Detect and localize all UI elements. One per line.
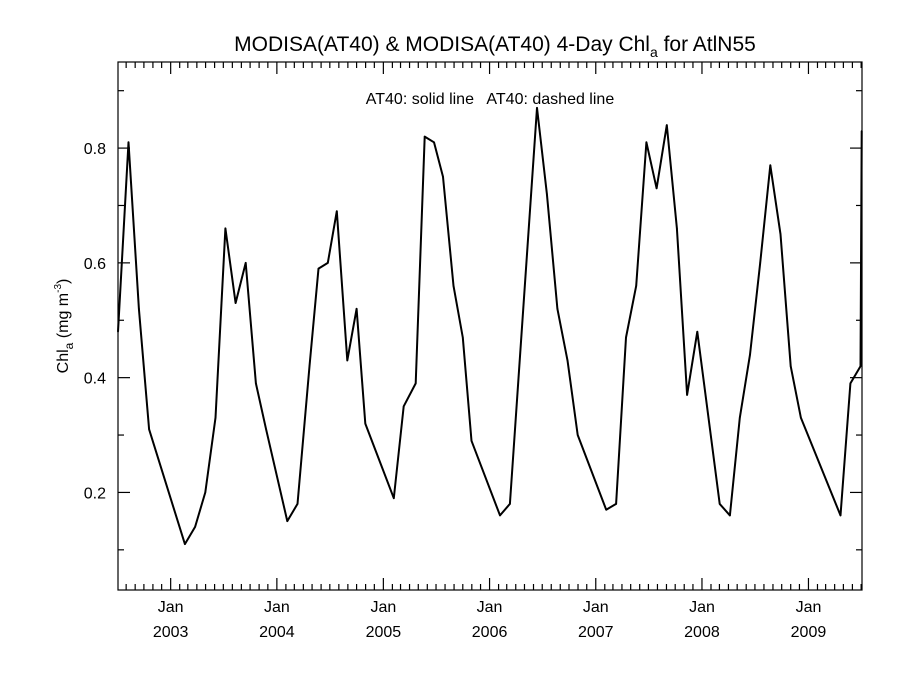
x-tick-label-month: Jan	[158, 599, 184, 616]
data-point	[402, 405, 405, 408]
y-axis: 0.2 0.4 0.6 0.8	[84, 90, 862, 551]
data-point	[326, 262, 329, 264]
data-point	[556, 307, 559, 310]
data-point	[461, 336, 464, 339]
x-tick-label-month: Jan	[689, 599, 715, 616]
x-tick-label-year: 2009	[791, 624, 827, 641]
data-point	[605, 508, 608, 511]
x-tick-label-year: 2004	[259, 624, 295, 641]
x-tick-label-month: Jan	[583, 599, 609, 616]
data-point	[433, 141, 435, 144]
x-tick-label-year: 2008	[684, 624, 720, 641]
data-point	[148, 428, 150, 431]
data-point	[566, 359, 569, 362]
data-point	[686, 394, 688, 396]
data-point	[839, 514, 842, 517]
data-point	[317, 267, 320, 270]
data-point	[718, 503, 721, 505]
data-point	[393, 497, 395, 499]
data-point	[800, 417, 802, 419]
data-point	[635, 285, 638, 287]
data-point	[204, 491, 207, 494]
data-point	[615, 503, 617, 505]
data-point	[355, 307, 358, 310]
data-point	[127, 141, 130, 144]
data-point	[789, 365, 792, 367]
data-point	[655, 187, 658, 190]
y-tick-label: 0.6	[84, 256, 106, 273]
data-point	[676, 227, 678, 230]
data-point	[224, 227, 227, 230]
plot-area-border	[117, 61, 863, 591]
data-point	[696, 330, 699, 333]
data-point	[286, 520, 289, 522]
x-tick-label-month: Jan	[796, 599, 822, 616]
data-point	[849, 382, 852, 385]
y-axis-label: Chla (mg m-3)	[53, 279, 76, 374]
series-line-solid	[117, 106, 863, 546]
x-tick-label-year: 2005	[366, 624, 402, 641]
y-tick-label: 0.2	[84, 485, 106, 502]
data-point	[769, 164, 772, 167]
data-point	[255, 382, 257, 385]
data-point	[779, 233, 782, 235]
data-point	[470, 439, 473, 442]
data-point	[308, 365, 311, 367]
data-point	[336, 210, 338, 213]
x-axis: Jan 2003 Jan 2004 Jan 2005 Jan 2006 Jan 2007 Jan 20…	[125, 62, 862, 641]
data-point	[414, 382, 417, 385]
x-tick-label-month: Jan	[370, 599, 396, 616]
data-point	[645, 141, 648, 144]
data-point	[117, 330, 119, 333]
data-point	[625, 336, 627, 339]
data-point	[184, 543, 186, 545]
data-point	[194, 526, 196, 528]
data-point	[759, 262, 761, 264]
data-point	[296, 503, 299, 505]
data-point	[859, 365, 862, 367]
data-point	[546, 193, 548, 195]
data-point	[499, 514, 501, 517]
data-point	[244, 262, 247, 264]
data-point	[346, 359, 349, 362]
data-point	[364, 422, 367, 425]
y-tick-label: 0.4	[84, 371, 106, 388]
data-point	[860, 130, 863, 132]
legend-annotation: AT40: solid line AT40: dashed line	[366, 91, 615, 108]
data-point	[576, 434, 579, 436]
data-point	[452, 285, 455, 287]
x-tick-label-month: Jan	[477, 599, 503, 616]
data-point	[729, 514, 731, 517]
data-point	[665, 124, 668, 126]
series-layer	[117, 106, 863, 546]
data-point	[265, 428, 267, 431]
x-tick-label-year: 2006	[472, 624, 508, 641]
plot-frame	[117, 61, 863, 591]
data-point	[138, 307, 140, 310]
data-point	[738, 417, 741, 419]
data-point	[509, 503, 511, 505]
data-point	[234, 302, 237, 304]
x-tick-label-year: 2003	[153, 624, 189, 641]
x-tick-label-year: 2007	[578, 624, 614, 641]
data-point	[749, 353, 751, 356]
chart-title: MODISA(AT40) & MODISA(AT40) 4-Day Chla f…	[234, 33, 756, 60]
data-point	[423, 135, 426, 138]
data-point	[536, 107, 538, 109]
data-point	[214, 417, 217, 419]
y-tick-label: 0.8	[84, 141, 106, 158]
x-tick-label-month: Jan	[264, 599, 290, 616]
data-point	[442, 175, 444, 178]
